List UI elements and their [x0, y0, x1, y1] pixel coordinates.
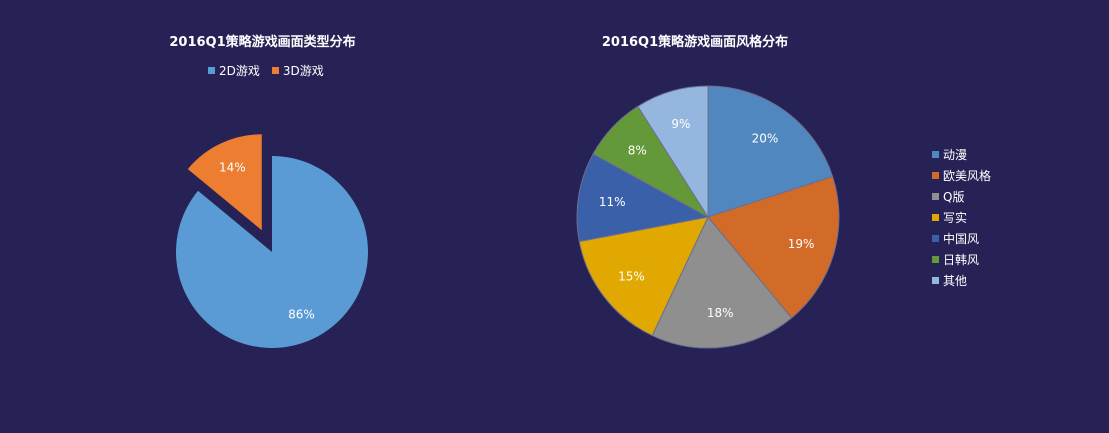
data-label-0-1: 14% [219, 161, 246, 175]
legend-item-1-1: 欧美风格 [932, 167, 991, 184]
legend-item-0-1: 3D游戏 [271, 62, 324, 79]
data-label-0-0: 86% [288, 308, 315, 322]
legend-swatch [208, 67, 215, 74]
data-label-1-4: 11% [599, 195, 626, 209]
legend-item-1-0: 动漫 [932, 146, 991, 163]
data-label-1-1: 19% [788, 237, 815, 251]
legend-swatch [932, 235, 939, 242]
legend-item-1-2: Q版 [932, 188, 991, 205]
legend-label: 欧美风格 [943, 169, 992, 183]
legend-item-1-6: 其他 [932, 272, 991, 289]
legend-swatch [932, 193, 939, 200]
legend-label: 其他 [943, 274, 968, 288]
chart-title-style: 2016Q1策略游戏画面风格分布 [601, 35, 789, 50]
pie-slice-1-6 [637, 85, 709, 219]
legend-swatch [932, 151, 939, 158]
legend-label: 3D游戏 [282, 64, 324, 78]
pie-slice-1-1 [707, 175, 840, 319]
legend-label: Q版 [943, 190, 965, 204]
pie-slice-0-1 [187, 134, 262, 231]
pie-slice-1-2 [651, 216, 793, 349]
legend-label: 写实 [943, 211, 968, 225]
pie-chart-style: 20% 19% 18% 15% 11% 8% 9% [576, 85, 840, 349]
pie-slice-1-0 [707, 85, 834, 218]
data-label-1-2: 18% [707, 306, 734, 320]
legend-style: 动漫欧美风格 Q版写实中国风日韩风其他 [932, 146, 991, 289]
legend-swatch [271, 67, 279, 74]
style-distribution-panel: 2016Q1策略游戏画面风格分布 20% 19% 18% 15% 11% 8% 9% 动漫欧… [545, 0, 1109, 433]
pie-chart-type: 86% 14% [176, 134, 368, 348]
legend-swatch [932, 256, 939, 263]
data-label-1-5: 8% [628, 144, 647, 158]
legend-item-1-3: 写实 [932, 209, 991, 226]
legend-swatch [932, 172, 939, 179]
pie-slice-0-0 [176, 156, 368, 348]
data-label-1-6: 9% [671, 117, 690, 131]
legend-item-1-5: 日韩风 [932, 251, 991, 268]
legend-label: 动漫 [943, 148, 968, 162]
legend-item-0-0: 2D游戏 [208, 62, 260, 79]
legend-swatch [932, 214, 939, 221]
chart-title-type: 2016Q1策略游戏画面类型分布 [169, 35, 356, 50]
legend-label: 2D游戏 [219, 64, 260, 78]
legend-label: 日韩风 [943, 253, 980, 267]
pie-slice-1-4 [576, 153, 710, 243]
legend-item-1-4: 中国风 [932, 230, 991, 247]
legend-label: 中国风 [943, 232, 980, 246]
legend-type: 2D游戏 3D游戏 [208, 62, 324, 79]
type-distribution-panel: 2016Q1策略游戏画面类型分布 2D游戏 3D游戏 86% 14% [0, 0, 545, 433]
pie-slice-1-3 [578, 216, 709, 337]
legend-swatch [932, 277, 939, 284]
data-label-1-3: 15% [618, 269, 645, 283]
data-label-1-0: 20% [752, 132, 779, 146]
